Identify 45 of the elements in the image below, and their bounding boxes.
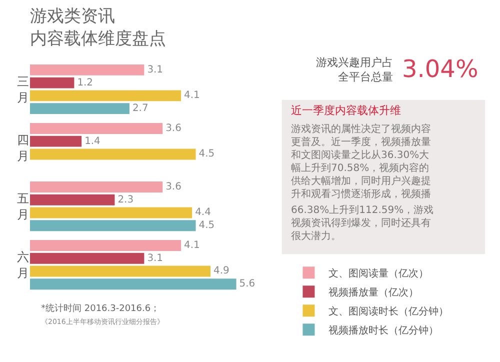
- bar: [30, 64, 144, 76]
- data-label: 4.1: [184, 240, 200, 251]
- data-label: 2.7: [132, 103, 148, 114]
- data-label: 3.6: [166, 122, 182, 134]
- bar: [30, 148, 196, 160]
- data-label: 1.2: [77, 77, 94, 88]
- data-label: 4.4: [195, 207, 211, 218]
- bar: [30, 194, 115, 206]
- text: 近一季度内容载体升维: [291, 104, 401, 117]
- data-label: 4.5: [198, 148, 215, 160]
- data-label: 3.1: [147, 64, 164, 76]
- bar: [30, 136, 82, 147]
- bar: [30, 182, 163, 192]
- data-label: 4.5: [198, 220, 215, 232]
- y-tick-label: 五月: [17, 192, 29, 222]
- text: 游戏资讯的属性决定了视频内容更普及。近一季度，视频播放量和文图阅读量之比从36.30%大幅上升到70.58%，视频内容的供给大幅增加，同时用户兴趣提升和观看习惯逐渐形成，视频播: [291, 123, 431, 200]
- bar: [30, 77, 74, 88]
- legend-label: 文、图阅读时长（亿分钟）: [328, 306, 449, 318]
- data-label: 1.4: [84, 136, 100, 147]
- bar: [30, 278, 236, 290]
- chart-title: 游戏类资讯内容载体维度盘点: [30, 6, 166, 49]
- data-label: 4.9: [214, 266, 230, 277]
- bar: [30, 103, 130, 114]
- bar: [30, 90, 182, 102]
- y-tick-label: 四月: [17, 133, 29, 163]
- bar: [30, 123, 163, 134]
- data-label: 5.6: [239, 278, 256, 290]
- bar: [30, 240, 182, 251]
- legend-label: 文、图阅读量（亿次）: [328, 268, 429, 280]
- text: *统计时间 2016.3-2016.6；: [41, 303, 160, 314]
- data-label: 4.1: [184, 90, 200, 102]
- bar: [30, 220, 196, 232]
- data-label: 3.1: [147, 252, 164, 264]
- text: 游戏兴趣用户占全平台总量: [316, 56, 393, 84]
- bar: [30, 207, 192, 218]
- bar: [30, 252, 144, 264]
- y-tick-label: 六月: [17, 250, 29, 280]
- legend-label: 视频播放量（亿次）: [328, 286, 419, 299]
- text: 3.04%: [402, 55, 478, 83]
- bar: [30, 266, 210, 277]
- y-tick-label: 三月: [17, 74, 29, 104]
- data-label: 2.3: [118, 194, 134, 206]
- text: 66.38%上升到112.59%，游戏视频资讯得到爆发，同时还具有很大潜力。: [291, 204, 434, 242]
- legend-label: 视频播放时长（亿分钟）: [328, 324, 439, 337]
- data-label: 3.6: [166, 181, 182, 192]
